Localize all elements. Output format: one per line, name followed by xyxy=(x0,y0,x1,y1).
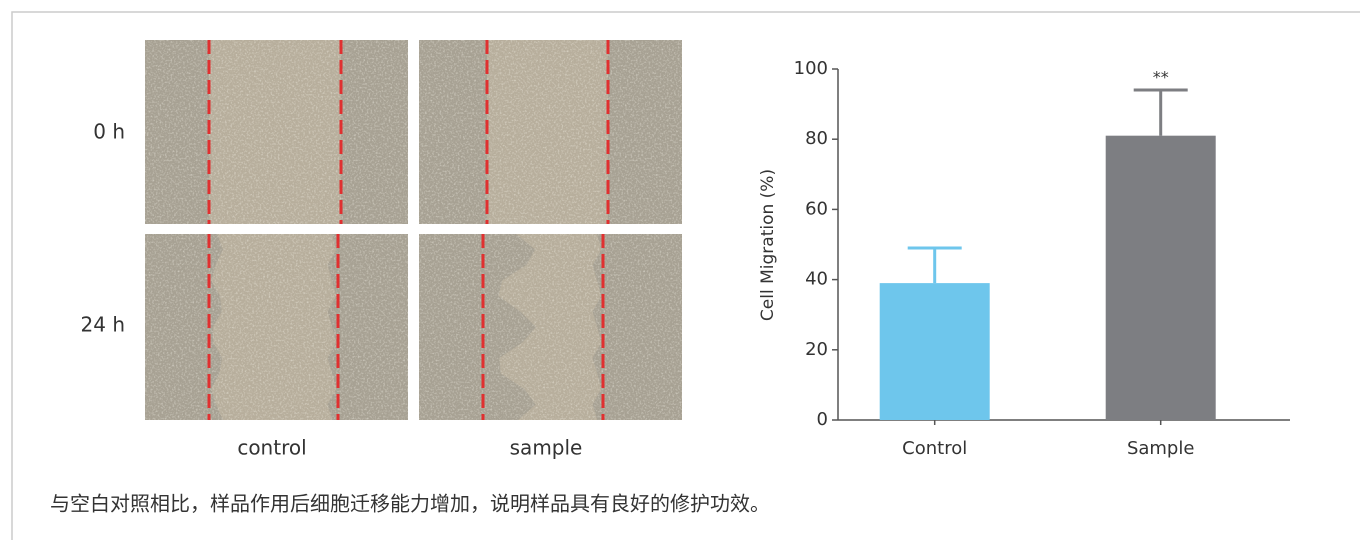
y-tick-label: 0 xyxy=(817,409,828,430)
error-bar xyxy=(1134,90,1188,136)
col-label: control xyxy=(237,436,306,460)
y-tick-label: 60 xyxy=(805,198,828,219)
row-label: 0 h xyxy=(93,120,125,144)
y-tick-label: 40 xyxy=(805,269,828,290)
y-tick-label: 80 xyxy=(805,128,828,149)
caption: 与空白对照相比，样品作用后细胞迁移能力增加，说明样品具有良好的修护功效。 xyxy=(50,492,770,516)
micrographs xyxy=(145,40,682,420)
y-tick-label: 20 xyxy=(805,339,828,360)
x-tick-label: Sample xyxy=(1127,438,1195,459)
bar xyxy=(1106,136,1216,420)
x-tick-label: Control xyxy=(902,438,967,459)
col-label: sample xyxy=(510,436,583,460)
y-tick-label: 100 xyxy=(794,58,828,79)
cell-texture xyxy=(145,40,408,224)
bar-chart: 0 20 40 60 80 100 Control Sample ** xyxy=(794,58,1290,459)
error-bar xyxy=(908,248,962,283)
cell-texture xyxy=(419,234,682,420)
figure: 0 h 24 h control sample 与空白对照相比，样品作用后细胞迁… xyxy=(0,0,1360,540)
cell-texture xyxy=(145,234,408,420)
cell-texture xyxy=(419,40,682,224)
bar xyxy=(880,283,990,420)
page: 0 h 24 h control sample 与空白对照相比，样品作用后细胞迁… xyxy=(0,0,1360,544)
significance-label: ** xyxy=(1153,68,1169,87)
y-axis-label: Cell Migration (%) xyxy=(758,169,778,321)
row-label: 24 h xyxy=(81,313,125,337)
